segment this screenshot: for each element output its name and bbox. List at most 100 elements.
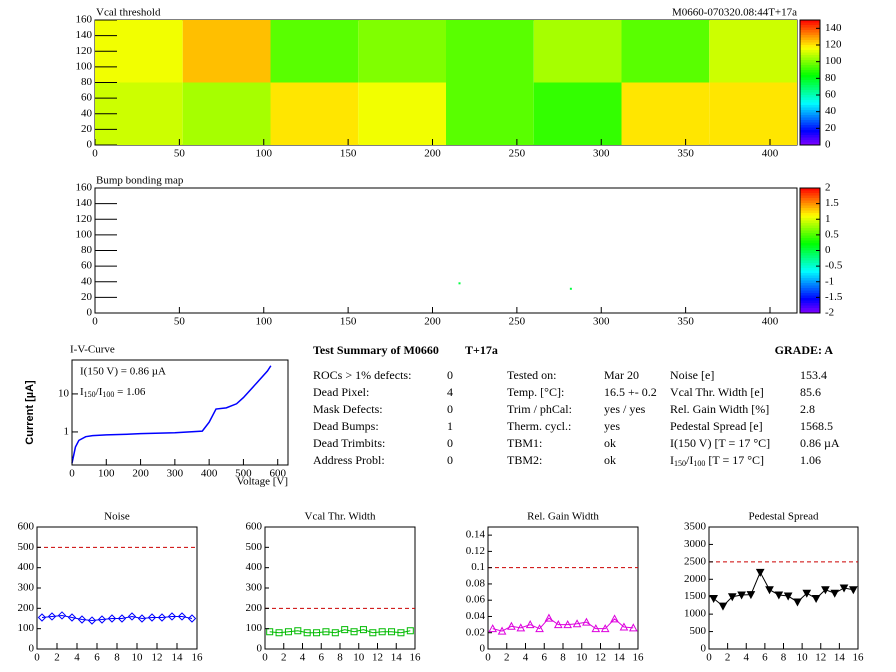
summary-label: TBM1: [507,436,542,450]
colorbar-slice [800,250,820,254]
y-tick-label: 160 [76,182,93,194]
x-tick-label: 4 [74,652,80,664]
y-axis-label: Current [µA] [24,380,36,445]
colorbar-slice [800,85,820,88]
heat-cell [446,82,534,145]
y-tick-label: 100 [76,60,93,72]
chart-title: Rel. Gain Width [527,511,599,523]
x-tick-label: 250 [509,148,526,160]
heat-cell [709,20,797,83]
summary-label: Tested on: [507,368,556,382]
summary-label: Dead Pixel: [313,385,369,399]
x-tick-label: 150 [340,316,357,328]
colorbar-slice [800,225,820,229]
marker [87,616,97,625]
colorbar-slice [800,117,820,121]
colorbar-slice [800,288,820,291]
text-part: = 1.06 [114,386,145,398]
x-tick-label: 100 [256,148,273,160]
y-tick-label: 0 [257,643,263,655]
colorbar-tick-label: 60 [825,89,837,101]
colorbar-slice [800,240,820,244]
y-tick-label: 3000 [684,538,707,550]
x-tick-label: 0 [92,316,98,328]
colorbar-slice [800,265,820,269]
marker [516,623,526,632]
x-tick-label: 10 [797,652,809,664]
marker [737,591,746,600]
colorbar-slice [800,50,820,53]
summary-label: Vcal Thr. Width [e] [670,385,764,399]
heat-cell [182,20,271,83]
colorbar-tick-label: -1.5 [825,291,843,303]
y-tick-label: 100 [246,622,263,634]
colorbar-slice [800,260,820,264]
summary-value: 153.4 [800,368,827,382]
marker [378,628,386,636]
colorbar-slice [800,102,820,106]
colorbar-slice [800,57,820,61]
marker [350,628,358,636]
x-tick-label: 0 [34,652,40,664]
marker [488,624,498,633]
marker [718,602,728,611]
colorbar-slice [800,140,820,143]
colorbar-tick-label: -0.5 [825,260,843,272]
y-tick-label: 120 [76,45,93,57]
colorbar-slice [800,215,820,219]
marker [610,614,619,623]
colorbar-slice [800,122,820,126]
y-tick-label: 60 [81,92,93,104]
x-tick-label: 0 [706,652,712,664]
marker [582,617,591,626]
summary-label: Address Probl: [313,453,385,467]
summary-value: 1568.5 [800,419,833,433]
marker [294,627,302,635]
marker [839,584,849,593]
x-tick-label: 200 [132,468,149,480]
y-tick-label: 40 [81,275,93,287]
y-tick-label: 140 [76,197,93,209]
colorbar-slice [800,135,820,138]
marker [117,614,127,623]
colorbar-slice [800,77,820,81]
x-tick-label: 2 [54,652,60,664]
x-tick-label: 8 [337,652,343,664]
y-tick-label: 20 [81,291,93,303]
colorbar-slice [800,248,820,251]
colorbar-slice [800,105,820,108]
colorbar-slice [800,205,820,209]
y-tick-label: 120 [76,213,93,225]
summary-label: Noise [e] [670,368,714,382]
summary-label: Dead Trimbits: [313,436,385,450]
summary-value: 0 [447,453,453,467]
marker [802,589,812,598]
colorbar-slice [800,270,820,274]
x-tick-label: 16 [853,652,865,664]
colorbar-slice [800,142,820,146]
marker [187,614,197,623]
marker [507,621,516,630]
summary-value: Mar 20 [604,368,639,382]
marker [266,628,274,636]
colorbar-slice [800,283,820,286]
colorbar-slice [800,208,820,211]
heat-cell [533,82,622,145]
series-line [71,365,272,464]
marker [591,624,601,633]
colorbar-slice [800,132,820,136]
summary-value: 85.6 [800,385,821,399]
bump-point [458,282,461,285]
x-tick-label: 8 [114,652,120,664]
plot-frame [71,359,289,466]
y-tick-label: 0.02 [466,626,485,638]
marker [535,624,544,633]
marker [313,629,321,637]
heat-cell [533,20,622,83]
colorbar-slice [800,87,820,91]
summary-value: 0.86 µA [800,436,840,450]
x-tick-label: 350 [677,148,694,160]
x-tick-label: 2 [281,652,287,664]
summary-label: Therm. cycl.: [507,419,571,433]
